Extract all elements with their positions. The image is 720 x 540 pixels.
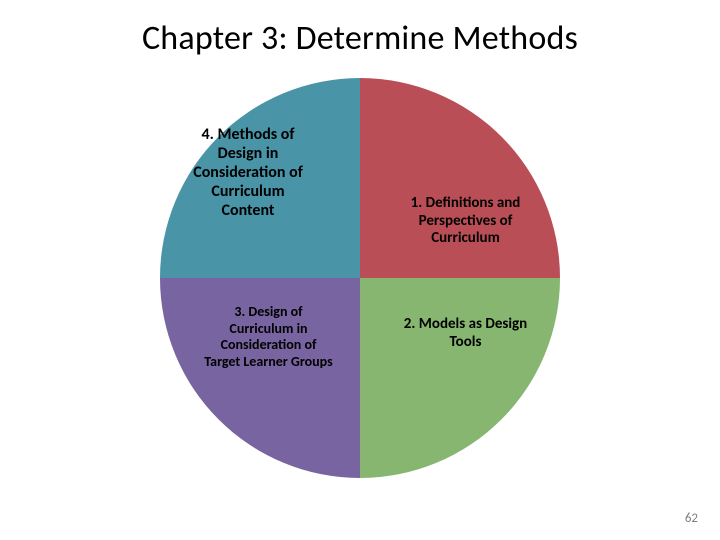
quadrant-label-3: 3. Design ofCurriculum inConsideration o… <box>176 304 361 370</box>
quadrant-label-4: 4. Methods ofDesign inConsideration ofCu… <box>163 126 333 220</box>
quadrant-label-1: 1. Definitions andPerspectives ofCurricu… <box>383 195 548 248</box>
page-title: Chapter 3: Determine Methods <box>0 18 720 59</box>
page-number: 62 <box>685 511 698 526</box>
quadrant-label-2: 2. Models as DesignTools <box>378 316 553 351</box>
